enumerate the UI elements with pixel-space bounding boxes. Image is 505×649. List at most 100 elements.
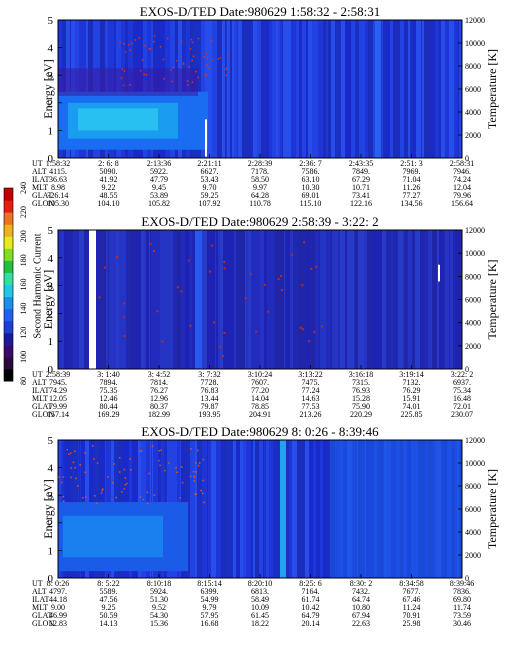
ephemeris-value: 75.34 xyxy=(453,386,471,395)
noise-dot xyxy=(197,76,199,79)
y-tick-label: 2 xyxy=(48,518,54,530)
ephemeris-value: 213.26 xyxy=(300,410,322,419)
ephemeris-value: 69.80 xyxy=(453,595,471,604)
ephemeris-row-label: UT xyxy=(32,370,43,379)
y2-tick-label: 10000 xyxy=(465,39,485,48)
noise-dot xyxy=(181,466,183,468)
noise-dot xyxy=(115,256,118,259)
ephemeris-row-label: GLAT xyxy=(32,191,53,200)
ephemeris-value: 72.01 xyxy=(453,402,471,411)
spectrogram-column xyxy=(259,440,263,578)
noise-dot xyxy=(200,489,202,492)
y2-tick-label: 8000 xyxy=(465,482,481,491)
spectrogram-column xyxy=(249,230,251,369)
colorbar-swatch xyxy=(4,308,13,322)
noise-dot xyxy=(100,492,103,494)
y2-tick-label: 6000 xyxy=(465,296,481,305)
noise-dot xyxy=(115,496,117,499)
ephemeris-value: -26.14 xyxy=(48,191,69,200)
ephemeris-value: 4797. xyxy=(49,587,67,596)
noise-dot xyxy=(193,476,195,478)
ephemeris-value: 10.30 xyxy=(302,183,320,192)
ephemeris-value: 48.55 xyxy=(100,191,118,200)
ephemeris-value: 8:10:18 xyxy=(147,579,171,588)
ephemeris-value: 5090. xyxy=(100,167,118,176)
spectrogram-column xyxy=(257,20,261,158)
spectrogram-column xyxy=(292,440,297,578)
ephemeris-row-label: GLAT xyxy=(32,402,53,411)
spectrogram-column xyxy=(231,230,234,369)
spectrogram-column xyxy=(393,20,394,158)
ephemeris-value: 220.29 xyxy=(350,410,372,419)
ephemeris-value: 7894. xyxy=(100,378,118,387)
y2-tick-label: 4000 xyxy=(465,528,481,537)
y2-tick-label: 10000 xyxy=(465,249,485,258)
y2-tick-label: 2000 xyxy=(465,551,481,560)
noise-dot xyxy=(128,44,130,46)
ephemeris-value: 5922. xyxy=(150,167,168,176)
colorbar-tick-label: 220 xyxy=(19,206,28,218)
ephemeris-value: 77.53 xyxy=(302,402,320,411)
colorbar-swatch xyxy=(4,200,13,213)
spectrogram-column xyxy=(216,230,218,369)
noise-dot xyxy=(321,325,324,328)
ephemeris-value: 75.90 xyxy=(352,402,370,411)
y2-tick-label: 2000 xyxy=(465,131,481,140)
noise-dot xyxy=(134,39,137,41)
spectrogram-column xyxy=(431,20,433,158)
noise-dot xyxy=(139,496,142,498)
spectrogram-column xyxy=(111,230,116,369)
ephemeris-value: 13.44 xyxy=(201,394,219,403)
spectrogram-column xyxy=(267,230,269,369)
ephemeris-value: 67.29 xyxy=(352,175,370,184)
y2-tick-label: 2000 xyxy=(465,342,481,351)
ephemeris-value: 9.97 xyxy=(253,183,267,192)
noise-dot xyxy=(79,464,81,466)
noise-dot xyxy=(180,40,183,43)
ephemeris-value: 76.83 xyxy=(201,386,219,395)
ephemeris-value: 73.41 xyxy=(352,191,370,200)
noise-dot xyxy=(208,67,210,70)
noise-dot xyxy=(190,38,193,41)
y2-tick-label: 6000 xyxy=(465,505,481,514)
spectrogram-column xyxy=(230,20,232,158)
ephemeris-value: 3:22: 2 xyxy=(451,370,473,379)
spectrogram-column xyxy=(299,20,300,158)
noise-dot xyxy=(123,334,126,337)
noise-dot xyxy=(190,447,192,450)
noise-dot xyxy=(102,488,104,490)
spectrogram-column xyxy=(201,440,202,578)
ephemeris-value: 63.10 xyxy=(302,175,320,184)
ephemeris-value: 69.01 xyxy=(302,191,320,200)
spectrogram-column xyxy=(345,230,347,369)
y2-tick-label: 8000 xyxy=(465,272,481,281)
ephemeris-value: 104.10 xyxy=(98,199,120,208)
spectrogram-column xyxy=(363,230,364,369)
noise-dot xyxy=(163,78,166,80)
noise-dot xyxy=(158,459,160,462)
colorbar-swatch xyxy=(4,272,13,285)
noise-dot xyxy=(113,463,115,465)
spectrogram-column xyxy=(413,20,416,158)
noise-dot xyxy=(255,330,258,333)
ephemeris-value: 51.30 xyxy=(150,595,168,604)
ephemeris-value: 2:58:31 xyxy=(450,159,474,168)
y2-tick-label: 0 xyxy=(465,365,469,374)
spectrogram-column xyxy=(79,230,84,369)
ephemeris-value: 7432. xyxy=(352,587,370,596)
noise-dot xyxy=(129,84,131,86)
spectrogram-column xyxy=(246,20,249,158)
spectrogram-column xyxy=(119,230,124,369)
spectrogram-column xyxy=(65,230,70,369)
colorbar-swatch xyxy=(4,356,13,370)
spectrogram-column xyxy=(319,230,320,369)
ephemeris-value: 77.20 xyxy=(251,386,269,395)
ephemeris-value: 10.71 xyxy=(352,183,370,192)
noise-dot xyxy=(75,477,77,480)
ephemeris-value: 3:19:14 xyxy=(399,370,423,379)
ephemeris-value: 8:25: 6 xyxy=(299,579,321,588)
noise-dot xyxy=(148,472,150,475)
ephemeris-value: 54.30 xyxy=(150,611,168,620)
spectrogram-column xyxy=(316,440,320,578)
ephemeris-row-label: GLON xyxy=(32,410,54,419)
